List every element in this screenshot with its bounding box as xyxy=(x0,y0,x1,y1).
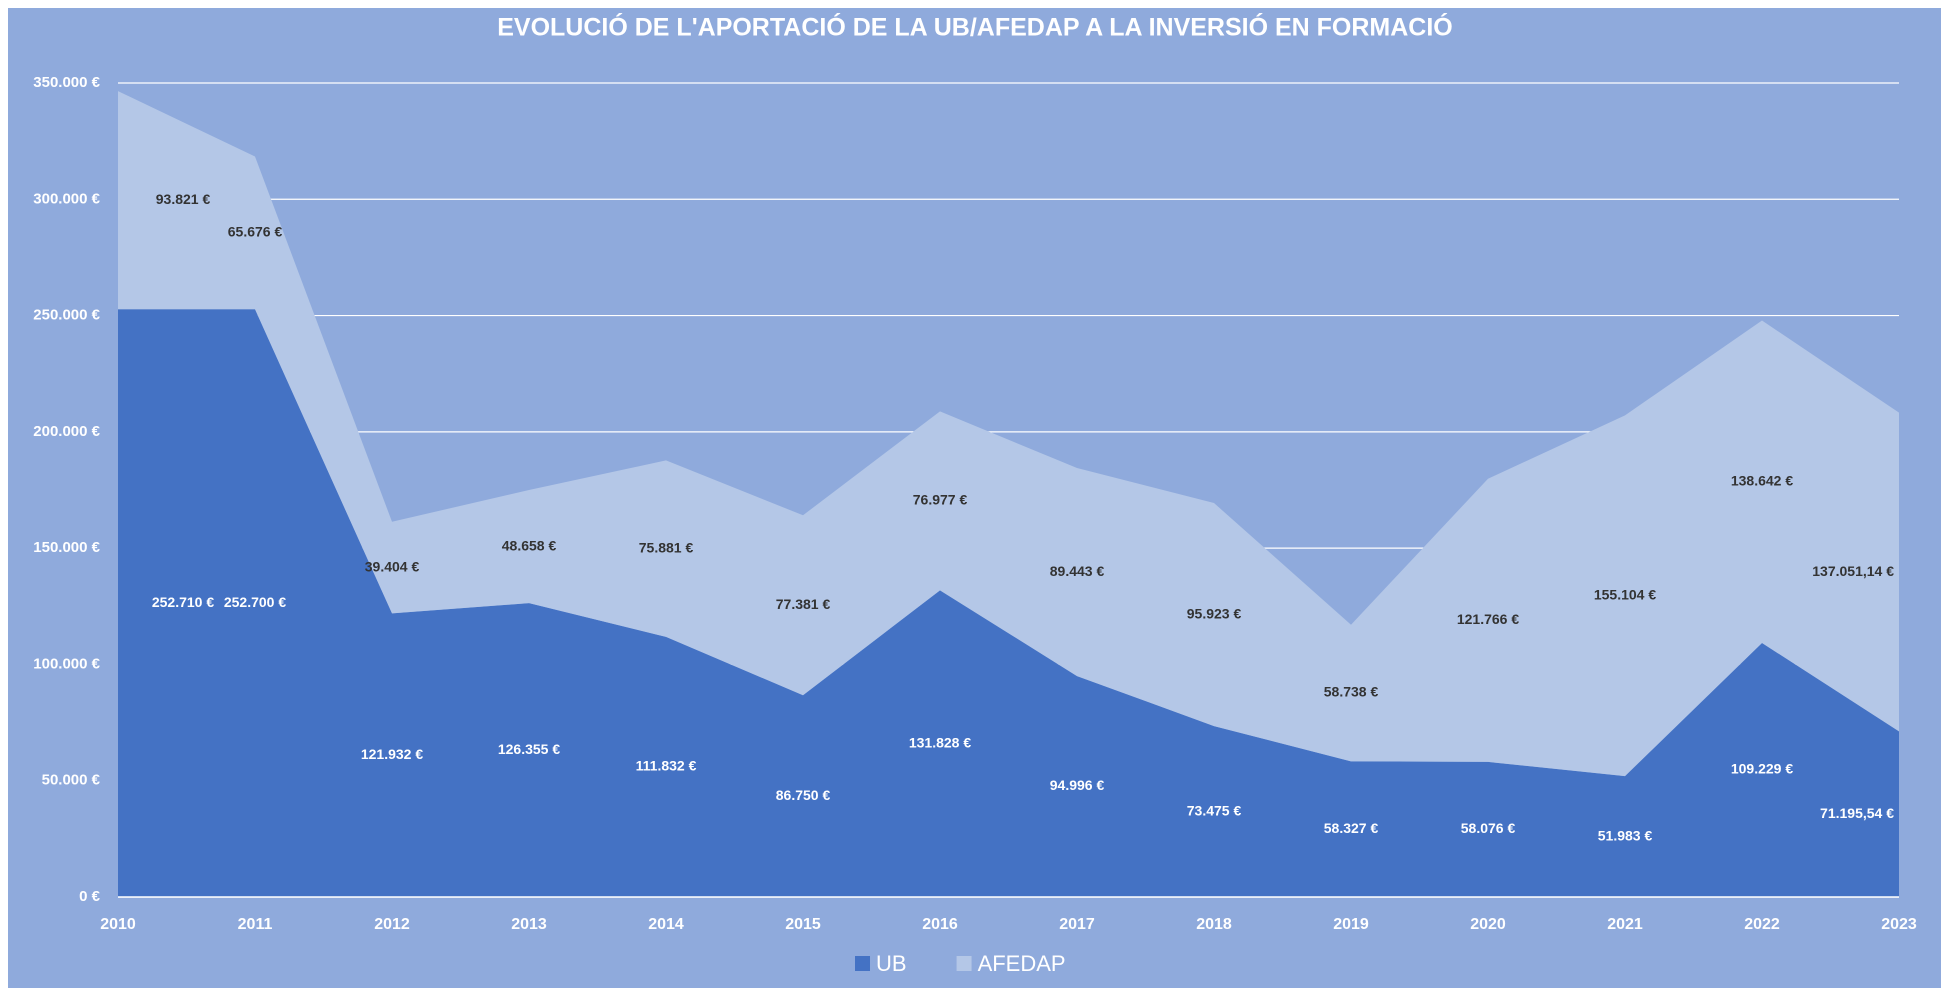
legend-swatch xyxy=(956,956,972,971)
x-tick-label: 2023 xyxy=(1881,916,1917,933)
y-tick-label: 50.000 € xyxy=(42,772,101,789)
x-tick-label: 2012 xyxy=(374,916,410,933)
data-label: 137.051,14 € xyxy=(1812,563,1894,579)
data-label: 126.355 € xyxy=(498,741,560,757)
data-label: 121.766 € xyxy=(1457,611,1519,627)
data-label: 121.932 € xyxy=(361,746,423,762)
data-label: 73.475 € xyxy=(1187,802,1242,818)
data-label: 252.700 € xyxy=(224,594,286,610)
data-label: 111.832 € xyxy=(636,758,697,774)
data-label: 58.738 € xyxy=(1324,684,1379,700)
data-label: 58.327 € xyxy=(1324,820,1379,836)
y-tick-label: 0 € xyxy=(79,888,101,905)
x-tick-label: 2014 xyxy=(648,916,684,933)
data-label: 75.881 € xyxy=(639,539,694,555)
data-label: 48.658 € xyxy=(502,537,557,553)
data-label: 138.642 € xyxy=(1731,472,1793,488)
x-tick-label: 2015 xyxy=(785,916,821,933)
x-tick-label: 2022 xyxy=(1744,916,1780,933)
data-label: 39.404 € xyxy=(365,558,420,574)
y-tick-label: 300.000 € xyxy=(33,190,100,207)
data-label: 131.828 € xyxy=(909,734,971,750)
data-label: 65.676 € xyxy=(228,224,283,240)
data-label: 51.983 € xyxy=(1598,827,1653,843)
data-label: 89.443 € xyxy=(1050,563,1105,579)
x-tick-label: 2013 xyxy=(511,916,547,933)
data-label: 94.996 € xyxy=(1050,777,1105,793)
y-tick-label: 200.000 € xyxy=(33,423,100,440)
area xyxy=(118,91,1899,777)
data-label: 252.710 € xyxy=(152,594,214,610)
data-label: 77.381 € xyxy=(776,596,831,612)
data-label: 109.229 € xyxy=(1731,761,1793,777)
data-label: 76.977 € xyxy=(913,492,968,508)
x-tick-label: 2011 xyxy=(238,916,273,933)
data-label: 93.821 € xyxy=(156,191,211,207)
y-tick-label: 150.000 € xyxy=(33,539,100,556)
y-tick-label: 100.000 € xyxy=(33,655,100,672)
x-tick-label: 2017 xyxy=(1059,916,1095,933)
legend-label: UB xyxy=(876,951,907,976)
x-tick-label: 2016 xyxy=(922,916,958,933)
x-tick-label: 2019 xyxy=(1333,916,1369,933)
chart-title: EVOLUCIÓ DE L'APORTACIÓ DE LA UB/AFEDAP … xyxy=(497,12,1453,42)
data-label: 71.195,54 € xyxy=(1820,805,1894,821)
data-label: 155.104 € xyxy=(1594,586,1656,602)
x-tick-label: 2020 xyxy=(1470,916,1506,933)
data-label: 58.076 € xyxy=(1461,820,1516,836)
data-label: 95.923 € xyxy=(1187,605,1242,621)
x-tick-label: 2018 xyxy=(1196,916,1232,933)
y-tick-label: 350.000 € xyxy=(33,74,100,91)
x-tick-label: 2021 xyxy=(1607,916,1643,933)
data-label: 86.750 € xyxy=(776,787,831,803)
area xyxy=(118,309,1899,897)
legend-label: AFEDAP xyxy=(978,951,1066,976)
x-tick-label: 2010 xyxy=(100,916,136,933)
legend-swatch xyxy=(855,956,870,971)
y-tick-label: 250.000 € xyxy=(33,307,100,324)
